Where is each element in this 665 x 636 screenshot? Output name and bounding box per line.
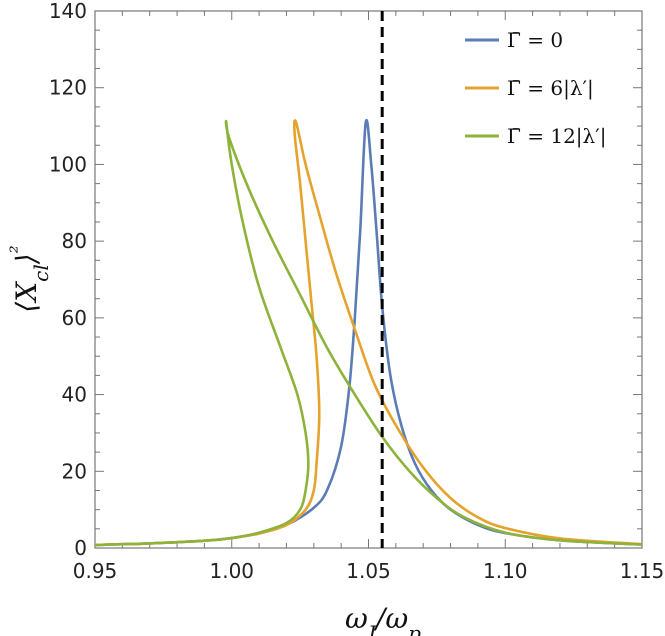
y-tick-label: 80: [62, 229, 87, 253]
y-tick-label: 60: [62, 306, 87, 330]
x-tick-label: 1.05: [346, 559, 391, 583]
legend-label-0: Γ̄ = 0: [507, 28, 563, 52]
x-tick-label: 1.15: [620, 559, 665, 583]
y-tick-label: 120: [49, 76, 87, 100]
x-axis-title: ωJ/ωp: [345, 602, 421, 636]
series-line-1: [95, 119, 642, 547]
axis-ticks: [94, 10, 643, 549]
y-tick-label: 140: [49, 0, 87, 23]
y-tick-label: 0: [74, 536, 87, 560]
series-layer: [95, 11, 642, 548]
legend-label-1: Γ̄ = 6|λ′|: [507, 76, 594, 101]
y-tick-label: 100: [49, 152, 87, 176]
legend-label-2: Γ̄ = 12|λ′|: [507, 124, 607, 149]
tick-labels: 0.95 1.00 1.05 1.10 1.15 0 20 40 60 80 100 120 140: [49, 0, 664, 583]
legend: Γ̄ = 0 Γ̄ = 6|λ′| Γ̄ = 12|λ′|: [465, 28, 607, 149]
series-line-0: [95, 118, 642, 547]
y-tick-label: 40: [62, 383, 87, 407]
series-line-2: [95, 119, 642, 547]
x-tick-label: 1.10: [483, 559, 528, 583]
x-tick-label: 0.95: [73, 559, 118, 583]
y-axis-title: ⟨Xcl⟩²: [5, 245, 53, 312]
y-tick-label: 20: [62, 459, 87, 483]
x-tick-label: 1.00: [209, 559, 254, 583]
